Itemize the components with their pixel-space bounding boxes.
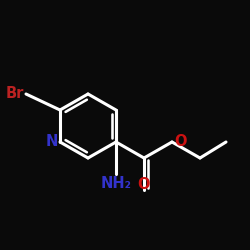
- Text: O: O: [138, 177, 150, 192]
- Text: Br: Br: [6, 86, 24, 102]
- Text: O: O: [174, 134, 186, 150]
- Text: N: N: [46, 134, 58, 150]
- Text: NH₂: NH₂: [100, 176, 132, 191]
